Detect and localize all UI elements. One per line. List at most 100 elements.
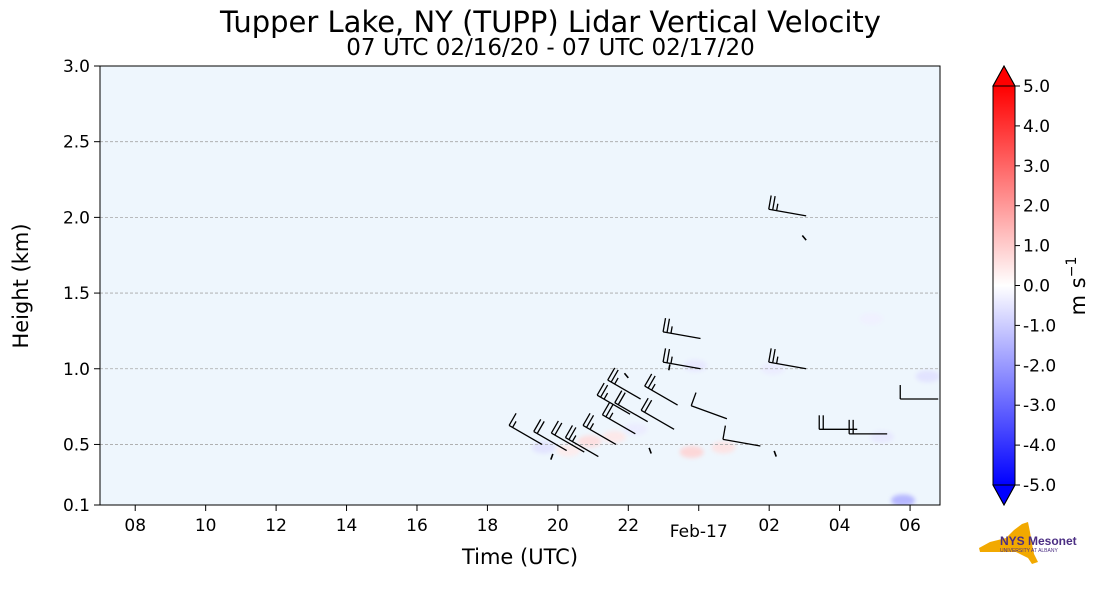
barb-shaft [607,379,641,400]
wind-segment [623,372,629,379]
barb-feather [554,422,563,436]
y-tick-label: 1.5 [63,284,90,304]
y-tick-label: 2.5 [63,133,90,153]
barb-feather [596,382,605,396]
wind-barb [640,397,675,430]
barb-shaft [768,208,807,217]
barb-shaft [614,402,648,423]
barb-shaft [644,385,678,406]
wind-segment [668,364,671,371]
wind-barb [662,348,701,370]
x-tick-label: 08 [124,516,146,536]
barb-feather [508,412,517,426]
velocity-patch [679,446,704,459]
velocity-patch [602,430,627,443]
wind-barbs [508,195,939,460]
colorbar-tick-label: 3.0 [1023,157,1050,177]
y-axis-ticks: 0.1 0.5 1.0 1.5 2.0 2.5 3.0 [63,57,100,516]
barb-feather [690,392,697,406]
barb-feather [533,419,542,432]
y-tick-label: 0.1 [63,496,90,516]
velocity-patch [915,370,940,383]
barb-shaft [508,424,543,446]
wind-segment [773,450,777,457]
velocity-patch [531,441,556,454]
colorbar-ticks: 5.0 4.0 3.0 2.0 1.0 0.0 -1.0 -2.0 -3.0 -4.0 -5.0 [1015,77,1056,496]
barb-half-feather [603,392,609,400]
chart-title: Tupper Lake, NY (TUPP) Lidar Vertical Ve… [220,5,881,39]
barb-half-feather [608,412,614,420]
barb-shaft [582,424,617,446]
barb-feather [644,373,653,387]
colorbar-tick-label: -5.0 [1023,476,1056,496]
nys-mesonet-logo [979,522,1038,564]
colorbar-tick-label: -3.0 [1023,396,1056,416]
barb-feather [768,348,772,363]
plot-axes [99,65,941,506]
colorbar-label: m s−1 [1064,257,1090,316]
barb-feather [647,375,656,389]
barb-shaft [690,405,728,420]
x-axis-label: Time (UTC) [461,545,578,569]
colorbar-tick-label: 5.0 [1023,77,1050,97]
y-tick-label: 2.0 [63,208,90,228]
velocity-patch [869,430,894,443]
barb-feather [564,425,574,438]
barb-feather [662,348,667,363]
barb-feather [536,421,545,434]
barb-shaft [551,432,585,453]
wind-barb [508,412,543,446]
x-tick-label: 22 [617,516,639,536]
barb-feather [600,384,609,398]
wind-segment [648,447,652,454]
barb-feather [614,390,623,404]
x-tick-label: 18 [477,516,499,536]
colorbar-tick-label: -4.0 [1023,436,1056,456]
wind-barb [564,425,599,458]
barb-shaft [596,394,631,415]
colorbar-extend-min [992,484,1016,507]
barb-feather [666,318,671,333]
barb-shaft [640,409,675,430]
barb-shaft [722,438,761,447]
barb-half-feather [651,383,656,391]
y-gridlines [100,141,940,445]
colorbar-body [993,86,1015,485]
barb-feather [644,399,653,413]
barb-feather [617,392,626,406]
barb-feather [605,404,614,418]
barb-feather [550,420,559,434]
barb-half-feather [775,203,779,211]
y-tick-label: 0.5 [63,435,90,455]
x-axis-ticks: 08 10 12 14 16 18 20 22 Feb-17 02 04 06 [124,505,921,542]
wind-barb [601,402,636,435]
barb-half-feather [571,435,577,442]
y-axis-label: Height (km) [9,223,33,348]
x-tick-label: 10 [195,516,217,536]
colorbar [992,64,1016,507]
velocity-patch [859,312,884,325]
barb-feather [601,402,610,416]
x-tick-label: 04 [829,516,851,536]
wind-barb [818,415,858,430]
x-tick-label: Feb-17 [670,522,728,542]
velocity-patches [531,312,940,505]
wind-barb [899,385,939,400]
barb-half-feather [614,377,619,385]
plot-frame [99,65,941,506]
wind-barb [582,412,617,446]
wind-barb [768,348,807,370]
colorbar-extend-max [992,64,1016,87]
barb-feather [640,397,649,411]
y-tick-label: 1.0 [63,360,90,380]
nys-state-shape [979,522,1038,564]
barb-feather [666,348,671,363]
wind-barb [848,419,888,435]
wind-barb [533,419,567,452]
wind-barb [607,367,641,400]
y-tick-label: 3.0 [63,57,90,77]
x-tick-label: 14 [336,516,358,536]
wind-barb [768,195,807,217]
x-tick-label: 06 [899,516,921,536]
